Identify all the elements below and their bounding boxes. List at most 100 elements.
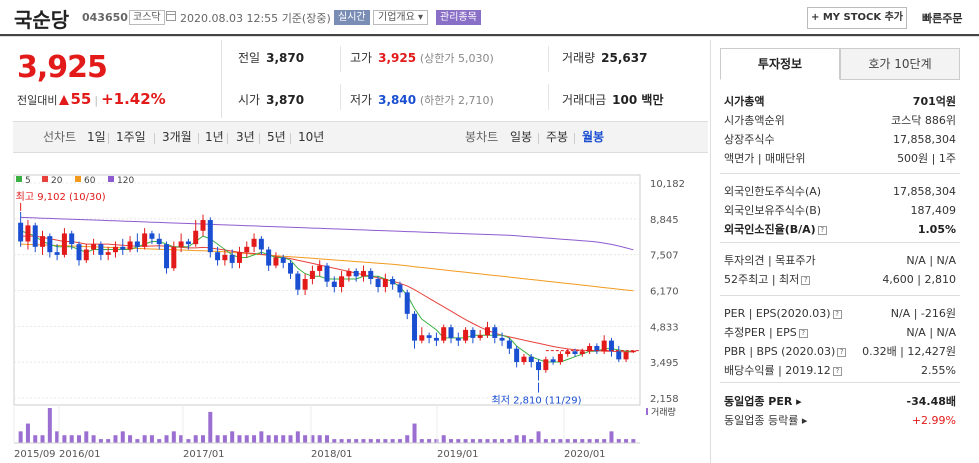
candle-body — [280, 257, 286, 263]
volume-bar — [281, 435, 286, 443]
legend-label: 20 — [51, 176, 63, 186]
divider — [340, 84, 341, 110]
candle-weekly[interactable]: 주봉 — [546, 130, 569, 144]
candle-body — [266, 249, 272, 266]
volume-bar — [412, 423, 417, 443]
candle-body — [236, 252, 242, 263]
company-overview-dropdown[interactable]: 기업개요 ▾ — [373, 10, 428, 25]
line-chart-label: 선차트 — [43, 130, 77, 144]
x-tick-label: 2017/01 — [183, 449, 225, 460]
info-row-label: 시가총액 — [724, 95, 765, 108]
up-arrow-icon — [59, 95, 70, 105]
help-icon[interactable]: ? — [817, 226, 827, 235]
candle-body — [156, 238, 162, 245]
volume-bar — [419, 439, 424, 443]
candle-body — [134, 241, 140, 247]
candle-body — [448, 327, 454, 338]
volume-bar — [376, 439, 381, 443]
volume-bar — [193, 435, 198, 443]
volume-bar — [135, 439, 140, 443]
divider — [259, 133, 260, 144]
info-row-value: -34.48배 — [906, 395, 956, 408]
y-tick-label: 10,182 — [650, 179, 685, 190]
help-icon[interactable]: ? — [798, 329, 808, 338]
tab-orderbook-10[interactable]: 호가 10단계 — [840, 48, 960, 80]
candle-daily[interactable]: 일봉 — [510, 130, 533, 144]
my-stock-add-button[interactable]: + MY STOCK 추가 — [807, 7, 907, 29]
candle-body — [98, 244, 104, 255]
candle-body — [288, 262, 294, 274]
volume-bar — [98, 439, 103, 443]
volume-bar — [288, 435, 293, 443]
info-row-label: 동일업종 등락률 ▸ — [724, 414, 808, 427]
candle-monthly[interactable]: 월봉 — [582, 130, 605, 144]
low-label: 저가 — [350, 93, 373, 107]
candle-body — [514, 348, 520, 363]
lower-limit: (하한가 2,710) — [419, 94, 494, 107]
stock-name: 국순당 — [14, 8, 70, 32]
range-1w[interactable]: 1주일 — [116, 130, 146, 144]
price-chart[interactable]: 10,182 8,845 7,507 6,170 4,833 3,495 2,158 5 20 6… — [13, 153, 708, 463]
divider — [108, 133, 109, 144]
candle-body — [207, 220, 213, 253]
volume-bar — [25, 423, 30, 443]
range-1d[interactable]: 1일 — [87, 130, 106, 144]
help-icon[interactable]: ? — [837, 348, 847, 357]
candle-body — [339, 276, 345, 288]
volume-bar — [492, 439, 497, 443]
candle-body — [25, 225, 31, 242]
legend-label: 120 — [117, 176, 134, 186]
legend-swatch — [75, 176, 81, 182]
volume-bar — [521, 435, 526, 443]
tab-investment-info[interactable]: 투자정보 — [720, 48, 840, 80]
volume-bar — [449, 439, 453, 443]
divider — [198, 133, 199, 144]
range-10y[interactable]: 10년 — [298, 130, 325, 144]
info-row-label: 52주최고 | 최저? — [724, 271, 811, 288]
info-row-value: 1.05% — [917, 223, 956, 236]
volume-bar — [361, 439, 366, 443]
candle-body — [244, 246, 250, 253]
realtime-tag[interactable]: 실시간 — [334, 10, 370, 25]
help-icon[interactable]: ? — [801, 276, 811, 285]
fast-order-button[interactable]: 빠른주문 — [922, 12, 963, 25]
info-row: 추정PER | EPS? N/A | N/A — [724, 324, 956, 341]
candle-body — [222, 254, 228, 261]
volume-bar — [551, 439, 556, 443]
range-1y[interactable]: 1년 — [205, 130, 224, 144]
volume-bar — [317, 435, 322, 443]
help-icon[interactable]: ? — [832, 310, 842, 319]
range-3m[interactable]: 3개월 — [162, 130, 192, 144]
volume-bar — [434, 439, 439, 443]
volume-bar — [55, 431, 60, 443]
volume-bar — [441, 435, 446, 443]
candle-body — [572, 351, 578, 355]
volume-bar — [142, 435, 147, 443]
volume-bar — [273, 435, 278, 443]
help-icon[interactable]: ? — [832, 367, 842, 376]
volume-bar — [383, 439, 388, 443]
volume-bar — [587, 439, 592, 443]
volume-bar — [325, 435, 329, 443]
volume-bar — [201, 435, 205, 443]
price-summary-grid: 전일 3,870 고가 3,925 (상한가 5,030) 거래량 25,637 시가… — [221, 40, 708, 118]
price-change: 전일대비 55 | +1.42% — [17, 90, 166, 108]
range-3y[interactable]: 3년 — [236, 130, 255, 144]
candle-body — [142, 233, 148, 247]
divider — [538, 133, 539, 144]
candle-body — [91, 244, 97, 250]
candle-body — [324, 265, 330, 282]
candle-body — [390, 278, 396, 285]
info-row-label: PBR | BPS (2020.03)? — [724, 343, 847, 360]
y-tick-label: 4,833 — [650, 322, 679, 333]
legend-swatch — [108, 176, 114, 182]
info-row: 시가총액순위 코스닥 886위 — [724, 112, 956, 129]
volume-bar — [470, 439, 475, 443]
candle-body — [346, 270, 352, 277]
volume-bar — [346, 439, 351, 443]
info-row-value: N/A | N/A — [906, 326, 956, 339]
range-5y[interactable]: 5년 — [267, 130, 286, 144]
info-row-label: 시가총액순위 — [724, 114, 785, 127]
volume-bar — [164, 435, 169, 443]
low-value: 3,840 — [378, 93, 417, 107]
